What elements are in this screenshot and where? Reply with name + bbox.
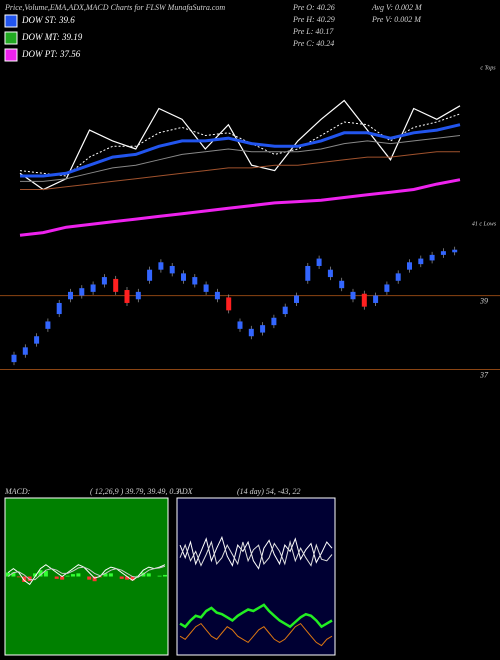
- candle-body: [90, 284, 96, 292]
- histogram-bar: [125, 576, 130, 580]
- candle-body: [124, 290, 130, 303]
- histogram-bar: [54, 576, 59, 579]
- candle-body: [56, 302, 62, 315]
- y-tick-label: 37: [479, 370, 489, 379]
- candle-body: [407, 262, 412, 270]
- candle-body: [135, 291, 141, 300]
- price-stat: Pre L: 40.17: [292, 27, 334, 36]
- indicator-line: [7, 565, 166, 581]
- ema-line: [20, 135, 461, 182]
- candle-body: [68, 291, 73, 300]
- indicator-line: [179, 540, 333, 567]
- histogram-bar: [16, 576, 21, 578]
- price-stat: Pre C: 40.24: [292, 39, 334, 48]
- price-stat: Avg V: 0.002 M: [371, 3, 423, 12]
- histogram-bar: [119, 576, 124, 579]
- histogram-bar: [65, 575, 70, 577]
- candle-body: [373, 295, 379, 303]
- candle-body: [45, 321, 51, 329]
- candle-body: [34, 336, 40, 344]
- candle-body: [22, 347, 28, 355]
- candle-body: [226, 297, 232, 311]
- legend-swatch: [4, 14, 18, 28]
- candle-body: [271, 317, 277, 326]
- indicator-line: [179, 535, 333, 570]
- histogram-bar: [6, 572, 10, 577]
- candle-body: [440, 251, 446, 255]
- histogram-bar: [70, 574, 75, 577]
- histogram-bar: [60, 576, 65, 580]
- candle-body: [237, 321, 243, 329]
- candle-body: [147, 269, 153, 281]
- histogram-bar: [103, 573, 108, 577]
- candle-body: [294, 295, 299, 303]
- price-stat: Pre H: 40.29: [292, 15, 335, 24]
- candle-body: [361, 293, 367, 307]
- ema-line: [20, 151, 460, 190]
- price-stat: Pre O: 40.26: [292, 3, 335, 12]
- candle-body: [113, 278, 119, 292]
- candle-body: [214, 291, 220, 300]
- candle-body: [327, 269, 333, 278]
- y-tick-label: 39: [479, 296, 488, 305]
- histogram-bar: [130, 576, 135, 581]
- legend-swatch: [4, 48, 18, 62]
- candle-body: [158, 262, 164, 270]
- candle-body: [305, 265, 311, 281]
- histogram-bar: [76, 573, 81, 577]
- ema-line: [19, 99, 461, 191]
- histogram-bar: [33, 573, 38, 577]
- candle-body: [418, 258, 424, 265]
- panel-background: [4, 497, 169, 656]
- histogram-bar: [22, 576, 27, 582]
- indicator-line: [7, 564, 166, 586]
- histogram-bar: [92, 576, 97, 582]
- legend-label: DOW ST: 39.6: [21, 15, 75, 25]
- candle-body: [192, 277, 198, 285]
- panel-subtitle: ( 12,26,9 ) 39.79, 39.49, 0.3: [90, 487, 179, 496]
- candle-body: [248, 328, 254, 337]
- candle-body: [395, 273, 401, 281]
- histogram-bar: [108, 573, 113, 577]
- candle-body: [181, 273, 186, 281]
- legend-swatch: [4, 31, 18, 45]
- panel-title: ADX: [176, 487, 194, 496]
- candle-body: [169, 265, 175, 274]
- candle-body: [384, 284, 390, 292]
- histogram-bar: [163, 574, 167, 577]
- legend-label: DOW MT: 39.19: [21, 32, 83, 42]
- histogram-bar: [87, 576, 92, 580]
- indicator-line: [179, 622, 333, 647]
- candle-body: [203, 284, 209, 292]
- panel-subtitle: (14 day) 54, -43, 22: [237, 487, 301, 496]
- ema-line: [19, 113, 461, 177]
- annotation: 41 c Lows: [472, 220, 497, 227]
- candle-body: [452, 249, 458, 253]
- histogram-bar: [157, 575, 162, 577]
- candle-body: [79, 288, 85, 296]
- panel-background: [176, 497, 336, 656]
- ema-line: [20, 123, 461, 178]
- candle-body: [429, 254, 435, 261]
- ema-line: [19, 178, 461, 237]
- price-stat: Pre V: 0.002 M: [371, 15, 422, 24]
- histogram-bar: [146, 573, 151, 577]
- candle-body: [260, 325, 266, 333]
- histogram-bar: [27, 576, 32, 582]
- annotation: c Tops: [480, 65, 496, 71]
- histogram-bar: [43, 571, 48, 577]
- indicator-line: [179, 603, 333, 629]
- candle-body: [350, 291, 356, 300]
- candle-body: [339, 280, 345, 289]
- legend-label: DOW PT: 37.56: [21, 49, 81, 59]
- page-title: Price,Volume,EMA,ADX,MACD Charts for FLS…: [4, 3, 225, 12]
- histogram-bar: [38, 570, 43, 577]
- histogram-bar: [11, 572, 16, 577]
- candle-body: [101, 277, 107, 285]
- candle-body: [11, 354, 17, 363]
- panel-title: MACD:: [4, 487, 31, 496]
- candle-body: [316, 258, 322, 266]
- candle-body: [282, 306, 288, 315]
